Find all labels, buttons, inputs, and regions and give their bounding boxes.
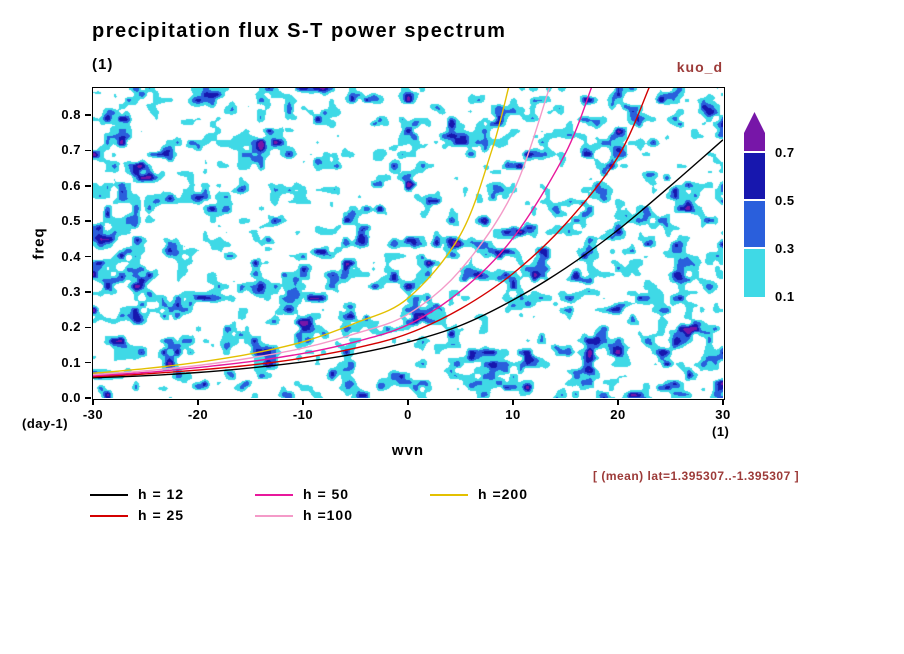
colorbar bbox=[744, 112, 765, 297]
legend-line-h200 bbox=[430, 494, 468, 497]
chart-title: precipitation flux S-T power spectrum bbox=[92, 20, 507, 42]
legend-label-h100: h =100 bbox=[303, 507, 353, 523]
colorbar-arrow-segment bbox=[744, 112, 765, 151]
dispersion-curves-svg bbox=[93, 88, 723, 379]
x-tick-mark bbox=[512, 399, 514, 405]
y-tick-label: 0.7 bbox=[61, 142, 81, 158]
dispersion-curve-h12 bbox=[93, 139, 723, 379]
mean-lat-annotation: [ (mean) lat=1.395307..-1.395307 ] bbox=[593, 469, 800, 483]
x-tick-label: -20 bbox=[187, 407, 209, 422]
dispersion-curve-h50 bbox=[93, 88, 593, 377]
x-tick-mark bbox=[197, 399, 199, 405]
run-label: kuo_d bbox=[676, 59, 723, 75]
y-axis-unit: (day-1) bbox=[22, 416, 69, 431]
y-tick-label: 0.1 bbox=[61, 354, 81, 370]
y-tick-label: 0.2 bbox=[61, 319, 81, 335]
dispersion-curve-h25 bbox=[93, 88, 650, 378]
x-tick-mark bbox=[92, 399, 94, 405]
legend-line-h12 bbox=[90, 494, 128, 497]
legend-label-h25: h = 25 bbox=[138, 507, 185, 523]
legend-line-h100 bbox=[255, 515, 293, 518]
x-tick-label: -10 bbox=[292, 407, 314, 422]
y-tick-mark bbox=[85, 361, 91, 364]
x-axis-title: wvn bbox=[391, 442, 425, 459]
y-tick-label: 0.6 bbox=[61, 177, 81, 193]
x-tick-mark bbox=[617, 399, 619, 405]
colorbar-segment-cyan bbox=[744, 249, 765, 297]
legend-label-h200: h =200 bbox=[478, 486, 528, 502]
x-tick-label: 20 bbox=[610, 407, 626, 422]
y-tick-mark bbox=[85, 149, 91, 152]
y-tick-mark bbox=[85, 326, 91, 328]
y-tick-mark bbox=[85, 291, 91, 293]
y-tick-label: 0.5 bbox=[61, 213, 81, 229]
colorbar-label-0.7: 0.7 bbox=[775, 145, 795, 160]
y-tick-mark bbox=[85, 185, 91, 187]
x-tick-mark bbox=[407, 399, 409, 405]
dispersion-curve-h200 bbox=[93, 88, 510, 374]
colorbar-segment-blue bbox=[744, 201, 765, 247]
y-tick-label: 0.0 bbox=[61, 390, 81, 405]
dispersion-curve-h100 bbox=[93, 88, 551, 376]
spectrum-field-canvas bbox=[93, 88, 723, 398]
x-axis-unit: (1) bbox=[712, 424, 730, 439]
figure-number: (1) bbox=[92, 56, 114, 73]
y-tick-mark bbox=[85, 114, 91, 116]
y-tick-mark bbox=[85, 255, 91, 258]
colorbar-label-0.1: 0.1 bbox=[775, 289, 795, 304]
x-tick-mark bbox=[302, 399, 304, 405]
y-tick-label: 0.8 bbox=[61, 107, 81, 122]
x-tick-label: 10 bbox=[505, 407, 521, 422]
legend-label-h12: h = 12 bbox=[138, 486, 185, 502]
colorbar-label-0.5: 0.5 bbox=[775, 193, 795, 208]
y-tick-mark bbox=[85, 220, 91, 222]
colorbar-segment-dark-blue bbox=[744, 153, 765, 199]
y-tick-label: 0.3 bbox=[61, 283, 81, 299]
y-tick-mark bbox=[85, 397, 91, 399]
x-tick-label: 30 bbox=[715, 407, 731, 422]
colorbar-label-0.3: 0.3 bbox=[775, 241, 795, 256]
y-tick-label: 0.4 bbox=[61, 248, 81, 264]
legend-label-h50: h = 50 bbox=[303, 486, 350, 502]
x-tick-label: -30 bbox=[82, 407, 104, 422]
legend-line-h25 bbox=[90, 515, 128, 518]
legend-line-h50 bbox=[255, 494, 293, 497]
x-tick-mark bbox=[722, 399, 724, 405]
x-tick-label: 0 bbox=[404, 407, 412, 422]
